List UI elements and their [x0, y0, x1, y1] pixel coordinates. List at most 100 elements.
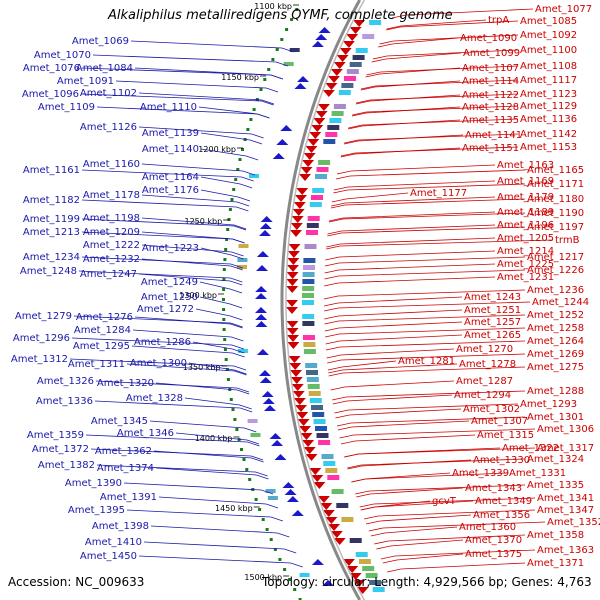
- cog-track-block: [302, 279, 315, 284]
- right-gene-label: Amet_1244: [532, 297, 589, 308]
- right-gene-label: Amet_1136: [520, 114, 577, 125]
- right-gene-label: Amet_1142: [520, 129, 577, 140]
- reverse-gene-arrow: [259, 377, 272, 383]
- reverse-gene-arrow: [311, 559, 324, 565]
- left-connector-line: [138, 92, 275, 105]
- cog-track-block: [346, 69, 359, 74]
- forward-gene-arrow: [288, 356, 301, 363]
- right-gene-label: Amet_1301: [527, 412, 584, 423]
- right-gene-label: Amet_1275: [527, 362, 584, 373]
- forward-gene-arrow: [349, 27, 362, 34]
- right-connector-line: [334, 403, 519, 414]
- left-connector-line: [199, 281, 243, 294]
- forward-gene-arrow: [292, 391, 305, 398]
- ruler-tick: [278, 558, 282, 561]
- left-gene-label: Amet_1222: [83, 240, 140, 251]
- right-connector-line: [325, 327, 526, 338]
- gene-tracks: [237, 20, 385, 594]
- reverse-gene-arrow: [259, 223, 272, 229]
- cog-track-block: [341, 517, 354, 522]
- cog-track-block: [321, 454, 334, 459]
- left-gene-label: Amet_1359: [27, 430, 84, 441]
- right-gene-label: Amet_1153: [520, 142, 577, 153]
- right-gene-label: Amet_1226: [527, 265, 584, 276]
- right-connector-line: [340, 434, 476, 445]
- ruler-tick: [252, 108, 256, 111]
- forward-gene-arrow: [349, 573, 362, 580]
- right-gene-label: Amet_1252: [527, 310, 584, 321]
- right-connector-line: [324, 314, 526, 325]
- right-connector-line: [387, 562, 526, 573]
- right-connector-line: [356, 487, 464, 498]
- right-gene-label: Amet_1251: [464, 305, 521, 316]
- ruler-tick: [283, 568, 287, 571]
- left-gene-label: Amet_1312: [11, 354, 68, 365]
- left-gene-label: Amet_1213: [23, 227, 80, 238]
- right-connector-line: [328, 366, 526, 377]
- forward-gene-arrow: [293, 202, 306, 209]
- left-gene-label: Amet_1296: [13, 333, 70, 344]
- reverse-gene-arrow: [256, 251, 269, 257]
- right-gene-label: Amet_1287: [456, 376, 513, 387]
- ruler-tick: [298, 598, 302, 600]
- right-connector-line: [326, 348, 455, 359]
- left-connector-line: [81, 256, 243, 269]
- forward-gene-arrow: [286, 300, 298, 307]
- right-connector-line: [327, 360, 397, 371]
- left-gene-label: Amet_1234: [23, 252, 80, 263]
- ruler-tick: [223, 338, 227, 341]
- right-gene-label: Amet_1141: [465, 130, 522, 141]
- right-connector-line: [336, 164, 496, 175]
- right-connector-line: [331, 196, 496, 207]
- reverse-gene-arrow: [269, 433, 282, 439]
- forward-gene-arrow: [287, 258, 300, 265]
- left-connector-line: [141, 163, 255, 176]
- left-gene-label: Amet_1320: [97, 378, 154, 389]
- forward-gene-arrow: [287, 265, 299, 272]
- forward-gene-arrow: [287, 251, 300, 258]
- reverse-gene-arrow: [315, 34, 328, 40]
- kbp-marker-label: 1350 kbp: [183, 363, 221, 372]
- ruler-tick: [271, 58, 275, 61]
- ruler-tick: [245, 468, 249, 471]
- forward-gene-arrow: [315, 111, 328, 118]
- right-gene-label: Amet_1179: [497, 192, 554, 203]
- forward-gene-arrow: [339, 48, 352, 55]
- left-gene-label: Amet_1069: [72, 36, 129, 47]
- cog-track-block: [307, 216, 320, 221]
- right-gene-label: Amet_1322: [502, 443, 559, 454]
- cog-track-block: [312, 412, 325, 417]
- feature-block: [238, 244, 249, 248]
- left-gene-label: Amet_1076: [23, 63, 80, 74]
- kbp-marker-label: 1100 kbp: [254, 2, 292, 11]
- ruler-tick: [223, 348, 227, 351]
- feature-block: [237, 258, 248, 262]
- forward-gene-arrow: [328, 524, 340, 531]
- forward-gene-arrow: [325, 83, 338, 90]
- ruler-tick: [248, 478, 252, 481]
- right-connector-line: [324, 301, 531, 312]
- cog-track-block: [325, 468, 338, 473]
- ruler-tick: [295, 8, 299, 11]
- right-connector-line: [355, 484, 526, 495]
- right-connector-line: [339, 428, 536, 439]
- left-gene-label: Amet_1336: [36, 396, 93, 407]
- cog-track-block: [341, 83, 354, 88]
- kbp-ruler: 1100 kbp 1150 kbp 1200 kbp 1250 kbp 1300 kbp…: [179, 2, 302, 600]
- right-connector-line: [348, 119, 461, 130]
- feature-block: [289, 48, 300, 52]
- right-connector-line: [365, 514, 472, 525]
- left-connector-line: [138, 126, 264, 139]
- right-gene-label: Amet_1225: [497, 259, 554, 270]
- ruler-tick: [227, 218, 231, 221]
- right-gene-label: Amet_1302: [463, 404, 520, 415]
- right-connector-line: [352, 105, 519, 116]
- ruler-tick: [261, 518, 265, 521]
- right-gene-label: Amet_1231: [497, 272, 554, 283]
- right-gene-label: Amet_1092: [520, 30, 577, 41]
- left-gene-label: Amet_1326: [37, 376, 94, 387]
- right-connector-line: [327, 224, 496, 235]
- ruler-tick: [265, 528, 269, 531]
- right-gene-label: Amet_1169: [497, 176, 554, 187]
